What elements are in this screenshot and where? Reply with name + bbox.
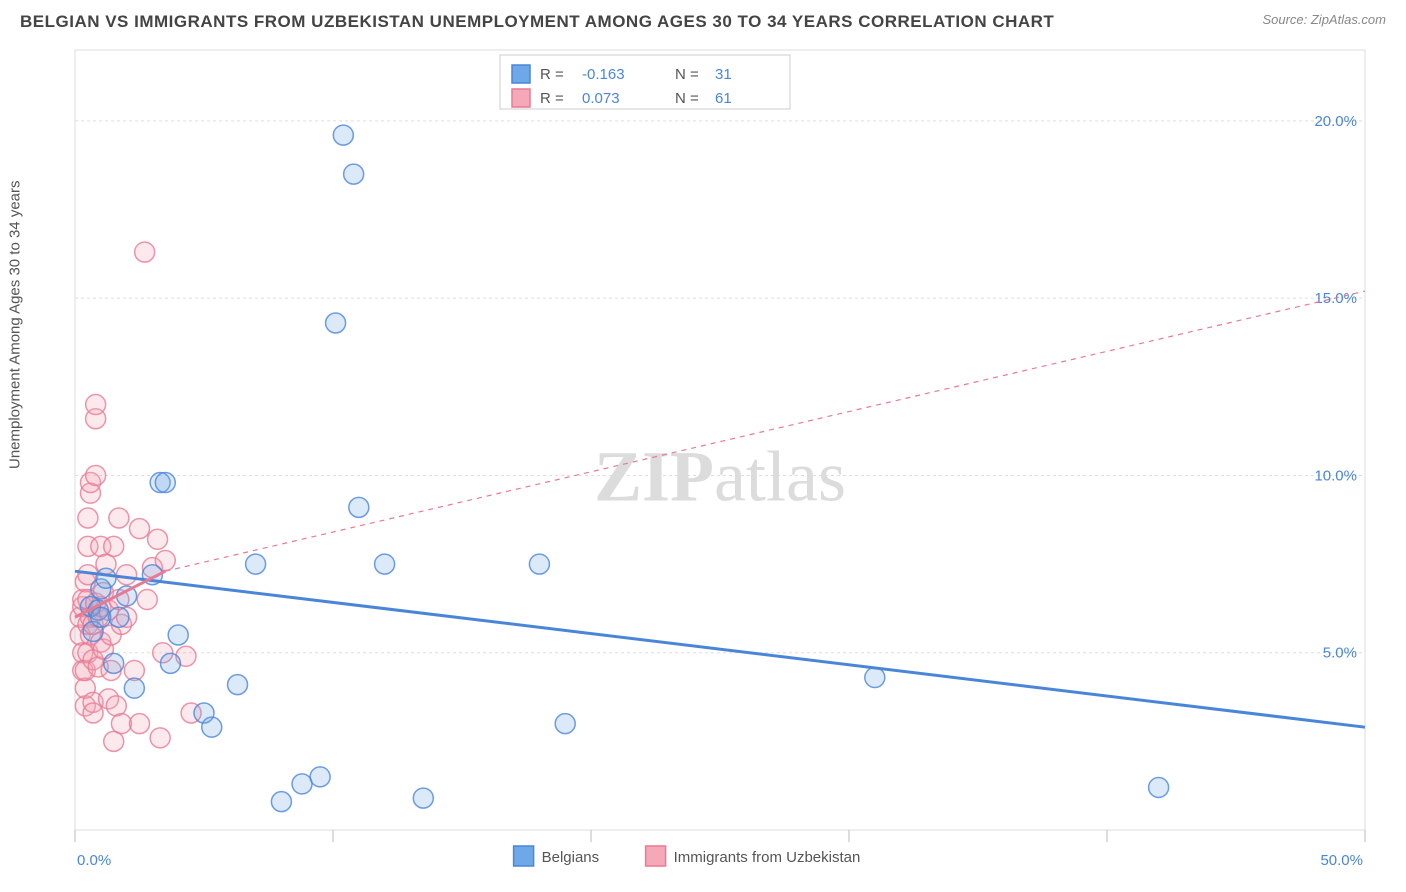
data-point: [111, 714, 131, 734]
data-point: [155, 473, 175, 493]
data-point: [96, 568, 116, 588]
data-point: [130, 519, 150, 539]
data-point: [109, 607, 129, 627]
data-point: [137, 590, 157, 610]
data-point: [292, 774, 312, 794]
data-point: [246, 554, 266, 574]
svg-text:50.0%: 50.0%: [1320, 852, 1363, 869]
data-point: [375, 554, 395, 574]
source-citation: Source: ZipAtlas.com: [1262, 12, 1386, 27]
data-point: [104, 731, 124, 751]
data-point: [150, 728, 170, 748]
data-point: [86, 465, 106, 485]
svg-text:20.0%: 20.0%: [1314, 113, 1357, 130]
svg-text:N =: N =: [675, 90, 699, 107]
chart-title: BELGIAN VS IMMIGRANTS FROM UZBEKISTAN UN…: [20, 12, 1054, 32]
data-point: [310, 767, 330, 787]
series-legend-label: Immigrants from Uzbekistan: [674, 849, 861, 866]
data-point: [109, 508, 129, 528]
data-point: [529, 554, 549, 574]
data-point: [117, 565, 137, 585]
data-point: [413, 788, 433, 808]
data-point: [228, 675, 248, 695]
data-point: [160, 653, 180, 673]
svg-text:0.0%: 0.0%: [77, 852, 111, 869]
data-point: [104, 536, 124, 556]
data-point: [202, 717, 222, 737]
data-point: [344, 164, 364, 184]
data-point: [78, 508, 98, 528]
svg-text:ZIPatlas: ZIPatlas: [594, 436, 846, 516]
chart-container: Unemployment Among Ages 30 to 34 years 5…: [20, 45, 1386, 892]
svg-text:N =: N =: [675, 66, 699, 83]
data-point: [124, 678, 144, 698]
svg-text:31: 31: [715, 66, 732, 83]
svg-text:61: 61: [715, 90, 732, 107]
chart-header: BELGIAN VS IMMIGRANTS FROM UZBEKISTAN UN…: [0, 0, 1406, 40]
data-point: [326, 313, 346, 333]
svg-text:-0.163: -0.163: [582, 66, 625, 83]
legend-swatch: [512, 89, 530, 107]
data-point: [865, 668, 885, 688]
svg-text:5.0%: 5.0%: [1323, 645, 1357, 662]
data-point: [349, 497, 369, 517]
series-legend-swatch: [514, 846, 534, 866]
data-point: [83, 703, 103, 723]
data-point: [104, 653, 124, 673]
data-point: [148, 529, 168, 549]
source-link[interactable]: ZipAtlas.com: [1311, 12, 1386, 27]
svg-text:R =: R =: [540, 90, 564, 107]
data-point: [1149, 777, 1169, 797]
scatter-chart: 5.0% 10.0% 15.0% 20.0% 0.0% 50.0% ZIPatlas R = -…: [20, 45, 1386, 885]
source-prefix: Source:: [1262, 12, 1310, 27]
svg-text:0.073: 0.073: [582, 90, 620, 107]
y-axis-label: Unemployment Among Ages 30 to 34 years: [7, 180, 24, 469]
data-point: [91, 607, 111, 627]
svg-text:R =: R =: [540, 66, 564, 83]
data-point: [555, 714, 575, 734]
data-point: [333, 125, 353, 145]
series-legend-swatch: [646, 846, 666, 866]
data-point: [106, 696, 126, 716]
data-point: [168, 625, 188, 645]
legend-swatch: [512, 65, 530, 83]
svg-text:15.0%: 15.0%: [1314, 290, 1357, 307]
data-point: [271, 792, 291, 812]
data-point: [86, 395, 106, 415]
data-point: [135, 242, 155, 262]
data-point: [130, 714, 150, 734]
series-legend-label: Belgians: [542, 849, 600, 866]
svg-text:10.0%: 10.0%: [1314, 467, 1357, 484]
